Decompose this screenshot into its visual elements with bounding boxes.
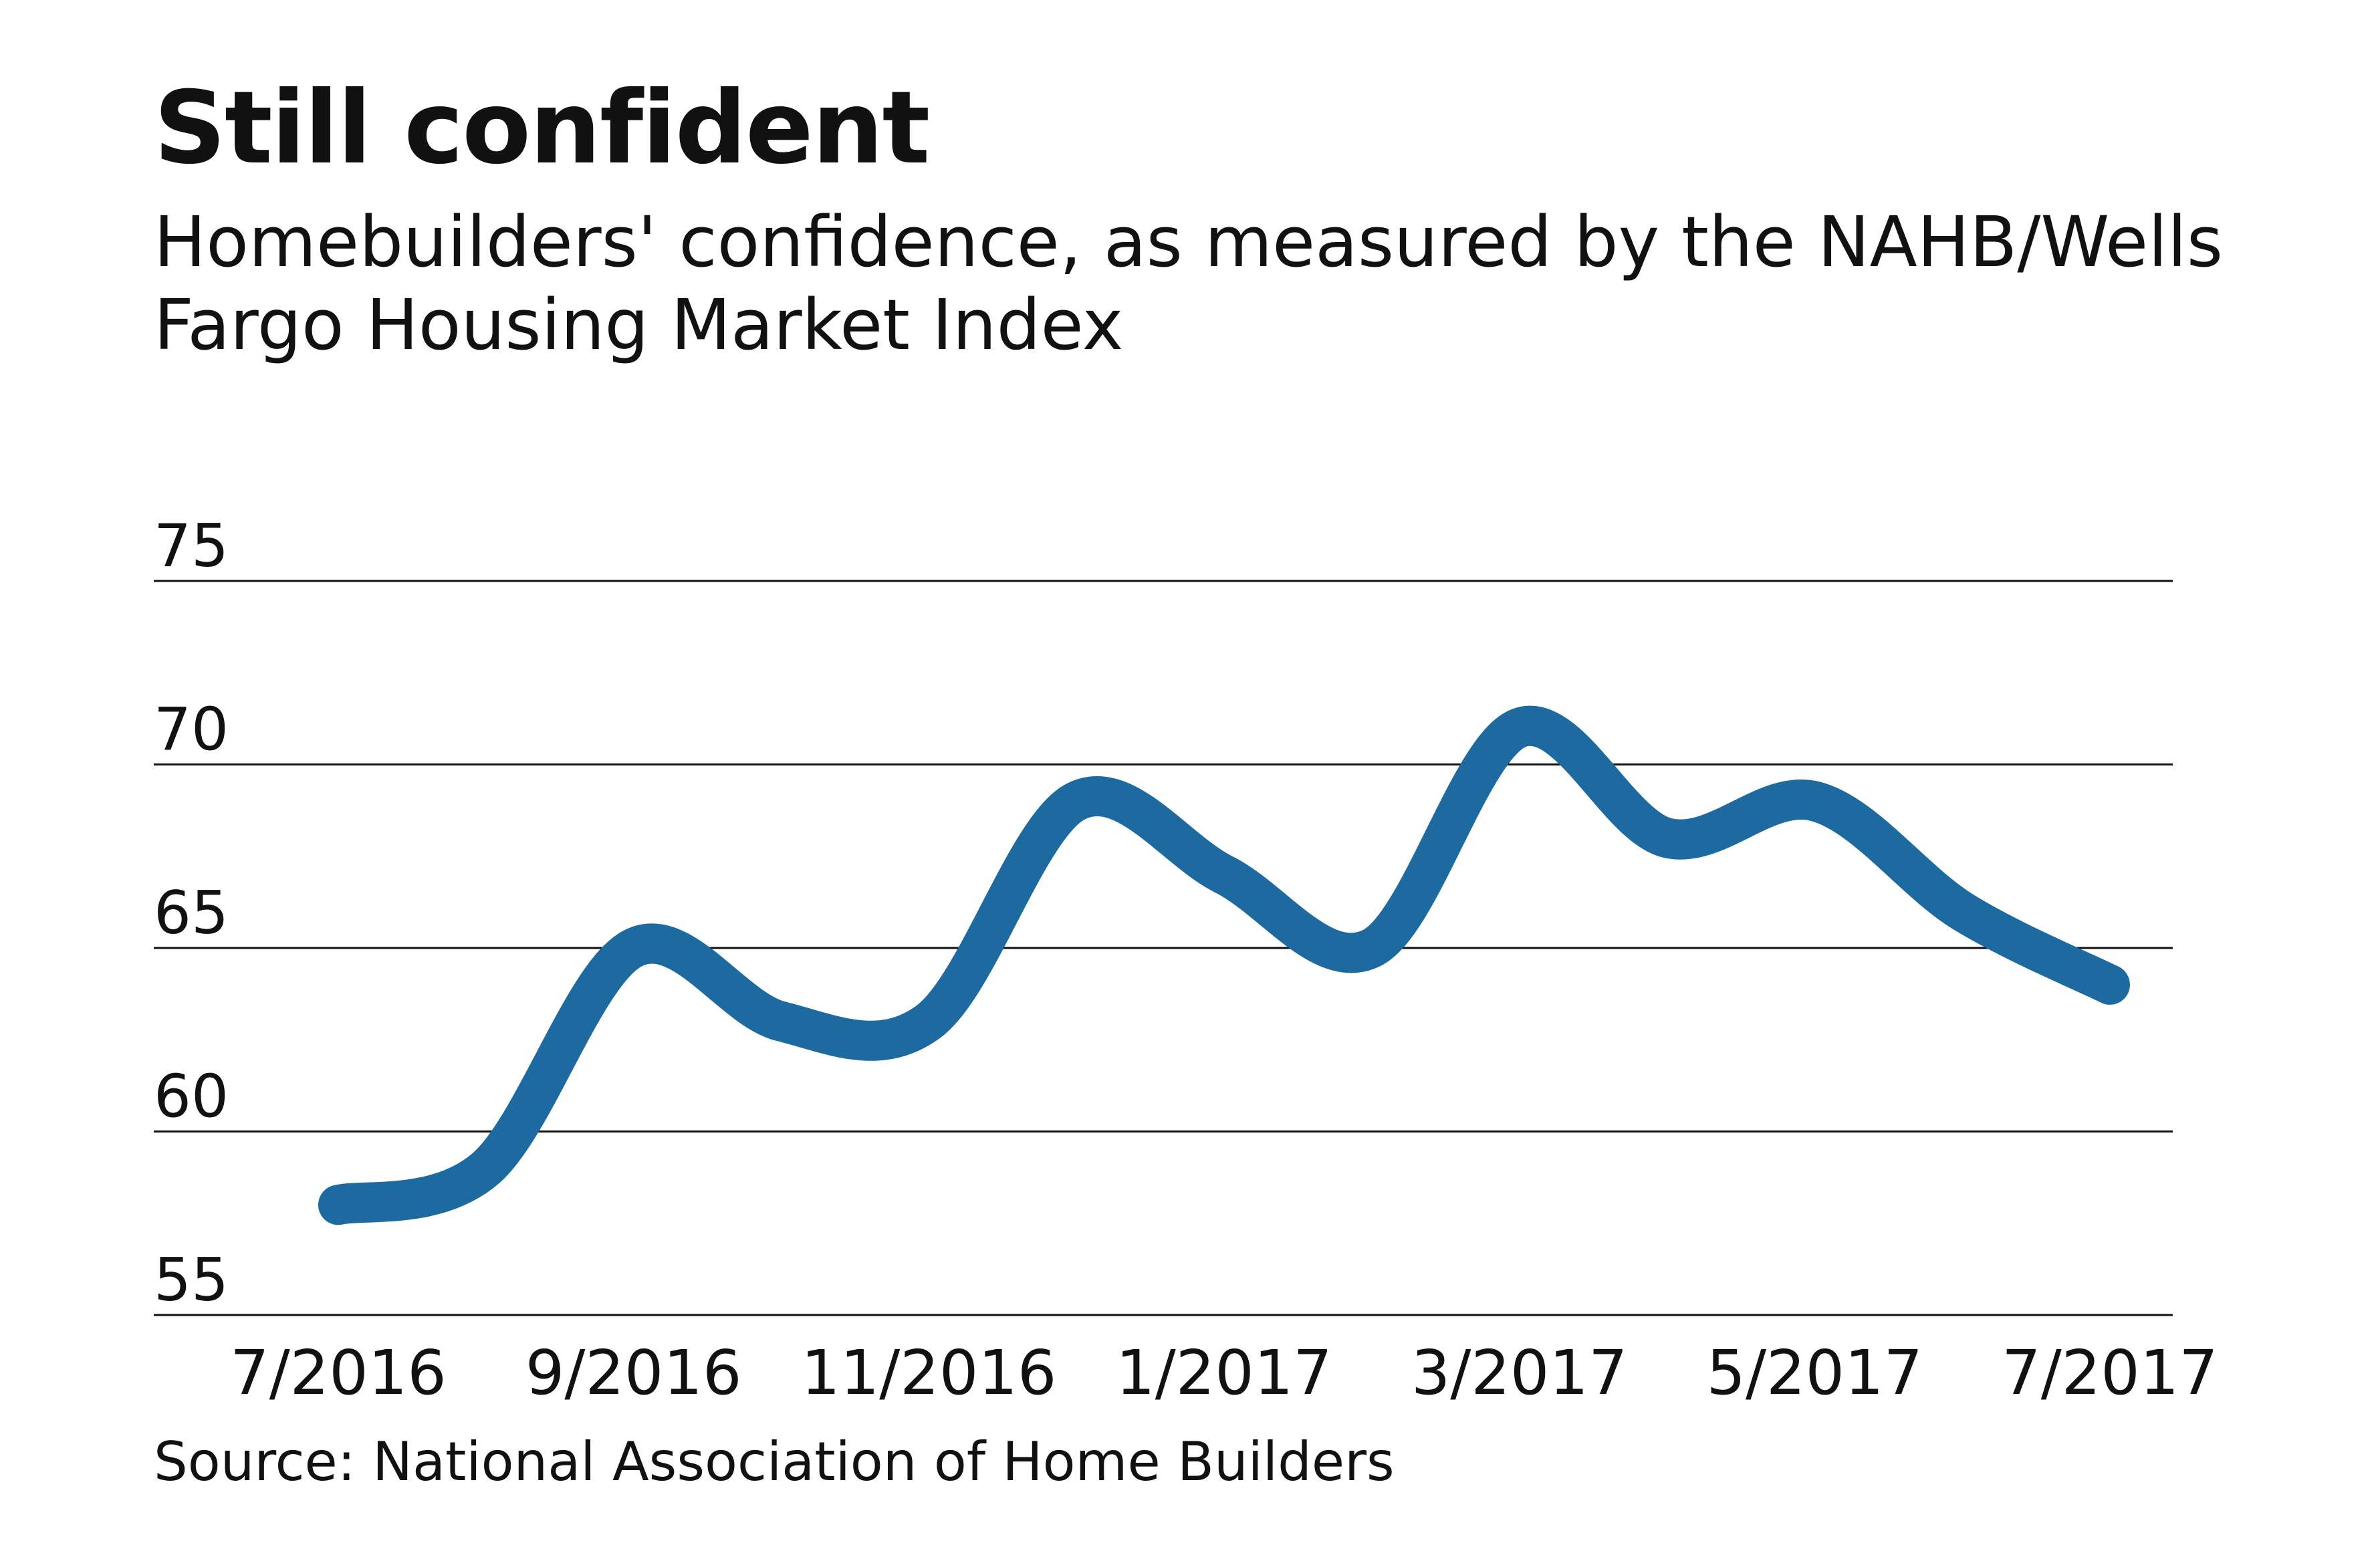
x-tick-label: 3/2017 bbox=[1411, 1337, 1628, 1409]
y-tick-label: 75 bbox=[154, 511, 229, 580]
source-note: Source: National Association of Home Bui… bbox=[154, 1431, 1395, 1493]
x-tick-label: 7/2016 bbox=[230, 1337, 447, 1409]
y-tick-label: 60 bbox=[154, 1062, 229, 1131]
y-tick-label: 65 bbox=[154, 878, 229, 947]
x-tick-label: 11/2016 bbox=[801, 1337, 1056, 1409]
chart-subtitle: Homebuilders' confidence, as measured by… bbox=[154, 201, 2224, 366]
x-tick-label: 1/2017 bbox=[1116, 1337, 1332, 1409]
x-tick-label: 7/2017 bbox=[2002, 1337, 2218, 1409]
series-line bbox=[318, 705, 2130, 1225]
x-tick-label: 5/2017 bbox=[1706, 1337, 1923, 1409]
x-tick-label: 9/2016 bbox=[525, 1337, 742, 1409]
y-tick-label: 70 bbox=[154, 695, 229, 764]
y-tick-label: 55 bbox=[154, 1245, 229, 1314]
chart-title: Still confident bbox=[154, 70, 930, 187]
